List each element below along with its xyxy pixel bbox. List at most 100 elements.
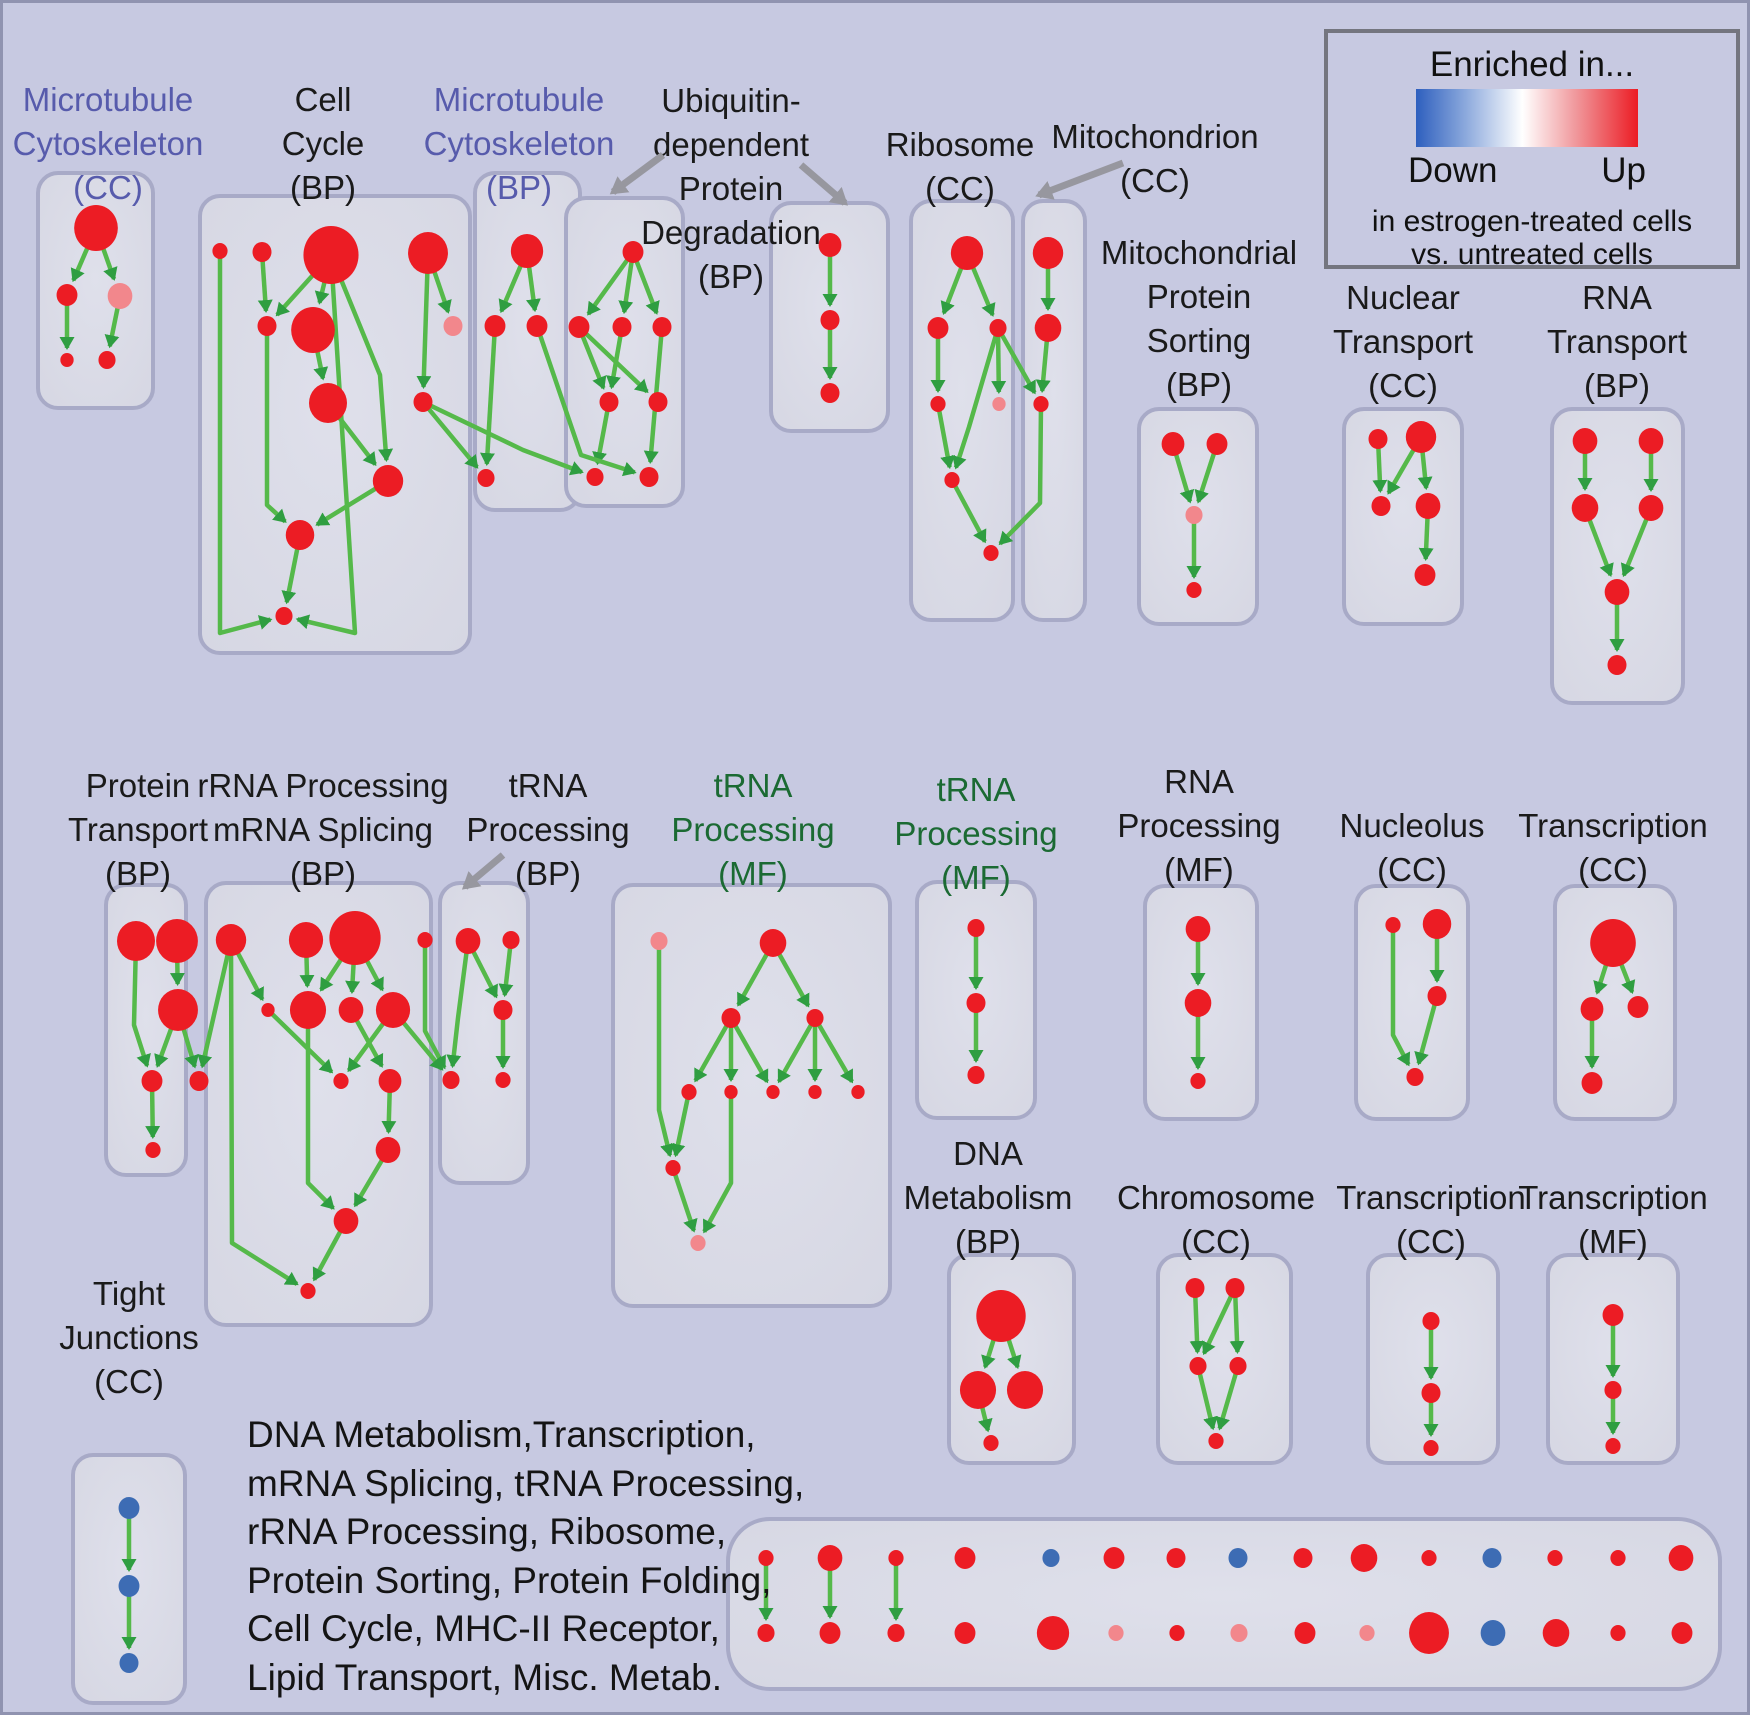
go-term-node-red [1627,996,1649,1018]
go-term-node-red [1547,1550,1563,1566]
go-term-node-red [1604,1381,1622,1399]
cluster-label-trna-processing-mf-1: tRNA Processing (MF) [671,767,834,892]
shared-terms-caption: DNA Metabolism,Transcription, mRNA Splici… [247,1411,804,1702]
shared-terms-caption-line: mRNA Splicing, tRNA Processing, [247,1462,805,1504]
go-term-node-blue [118,1497,140,1519]
go-term-node-red [1034,314,1062,342]
go-term-node-red [648,392,668,412]
go-term-node-red [586,468,604,486]
cluster-label-cell-cycle-bp: Cell Cycle (BP) [282,81,365,206]
go-edge [422,399,584,476]
go-edge [950,478,987,544]
go-term-node-red [1406,1068,1424,1086]
go-edge [776,1016,817,1084]
go-term-node-red [1032,237,1064,269]
go-term-node-red [1371,496,1391,516]
cluster-label-nuclear-transport-cc: Nuclear Transport (CC) [1333,279,1473,404]
go-term-node-red [1542,1619,1570,1647]
go-edge [264,326,287,524]
shared-terms-caption-line: Cell Cycle, MHC-II Receptor, [247,1608,720,1649]
go-term-node-red [817,1545,843,1571]
go-term-node-red [966,993,986,1013]
go-term-node-red [1572,428,1598,454]
go-edge [670,1167,698,1233]
go-edge [328,254,394,463]
go-term-node-pink [1359,1625,1375,1641]
go-edge [295,254,358,636]
go-term-node-red [819,1622,841,1644]
go-edge [952,327,1001,470]
go-term-node-red [212,243,228,259]
go-term-node-red [757,1624,775,1642]
go-term-node-red [950,236,984,270]
go-edge [935,403,956,470]
go-term-node-red [1385,917,1401,933]
go-term-node-red [665,1160,681,1176]
go-term-node-pink [107,283,133,309]
go-edge [479,325,498,467]
go-term-node-red [257,316,277,336]
go-edge [1414,995,1440,1066]
go-edge [266,1008,334,1074]
go-term-node-red [338,997,364,1023]
go-term-node-red [158,989,198,1031]
go-term-node-red [495,1072,511,1088]
go-term-node-red [1208,1433,1224,1449]
go-term-node-red [1602,1304,1624,1326]
go-term-node-red [808,1085,822,1099]
cluster-label-transcription-cc-2: Transcription (CC) [1336,1179,1526,1260]
go-edge [305,1010,335,1210]
go-network-diagram: Microtubule Cytoskeleton (CC) Cell Cycle (BP)… [13,81,1722,1705]
go-term-node-red [1169,1625,1185,1641]
go-edge [670,1091,692,1158]
go-term-node-red [291,307,335,353]
legend-subtitle: in estrogen-treated cells vs. untreated … [1328,205,1736,271]
go-term-node-red [1229,1357,1247,1375]
go-term-node-red [285,520,315,550]
go-term-node-red [56,284,78,306]
go-term-node-red [74,205,118,251]
go-term-node-red [1610,1550,1626,1566]
go-term-node-blue [119,1653,139,1673]
go-term-node-red [1581,1072,1603,1094]
go-term-node-blue [1228,1548,1248,1568]
go-term-node-red [1409,1612,1449,1654]
go-term-node-red [851,1085,865,1099]
pointer-arrow-icon-trna-bp-pointer [461,852,506,890]
go-edge [586,250,635,316]
go-term-node-red [309,383,347,423]
cluster-label-transcription-mf: Transcription (MF) [1518,1179,1708,1260]
go-term-node-red [510,234,544,268]
go-term-node-red [959,1371,997,1409]
go-term-node-red [442,1071,460,1089]
go-term-node-pink [650,932,668,950]
go-term-node-red [408,232,448,274]
cluster-label-microtubule-cytoskeleton-cc: Microtubule Cytoskeleton (CC) [13,81,204,206]
go-term-node-red [252,242,272,262]
go-term-node-red [1294,1622,1316,1644]
pointer-arrow-icon-mitochondrion-pointer [1035,159,1125,200]
go-edge [1229,1287,1245,1355]
go-term-node-red [888,1550,904,1566]
go-edge [729,1016,770,1084]
legend-down-label: Down [1408,151,1498,190]
go-edge [606,326,625,390]
go-edge [1189,1287,1205,1355]
go-edge [702,1092,734,1234]
go-term-node-pink [1230,1624,1248,1642]
nodes-layer [56,205,1694,1673]
pointer-arrow-icon-ubiquitin-pointer-right [798,162,849,206]
cluster-label-nucleolus-cc: Nucleolus (CC) [1340,807,1485,888]
go-term-node-pink [1185,506,1203,524]
cluster-label-protein-transport-bp: Protein Transport (BP) [68,767,208,892]
go-term-node-red [1405,421,1437,453]
go-edge [422,940,447,1070]
go-term-node-red [1186,582,1202,598]
cluster-box-dna-metabolism-bp [947,1253,1076,1465]
cluster-label-dna-metabolism-bp: DNA Metabolism (BP) [904,1135,1073,1260]
go-edge [421,400,479,469]
go-term-node-red [954,1547,976,1569]
go-term-node-red [1184,989,1212,1017]
go-term-node-red [818,233,842,257]
go-term-node-red [1668,1545,1694,1571]
